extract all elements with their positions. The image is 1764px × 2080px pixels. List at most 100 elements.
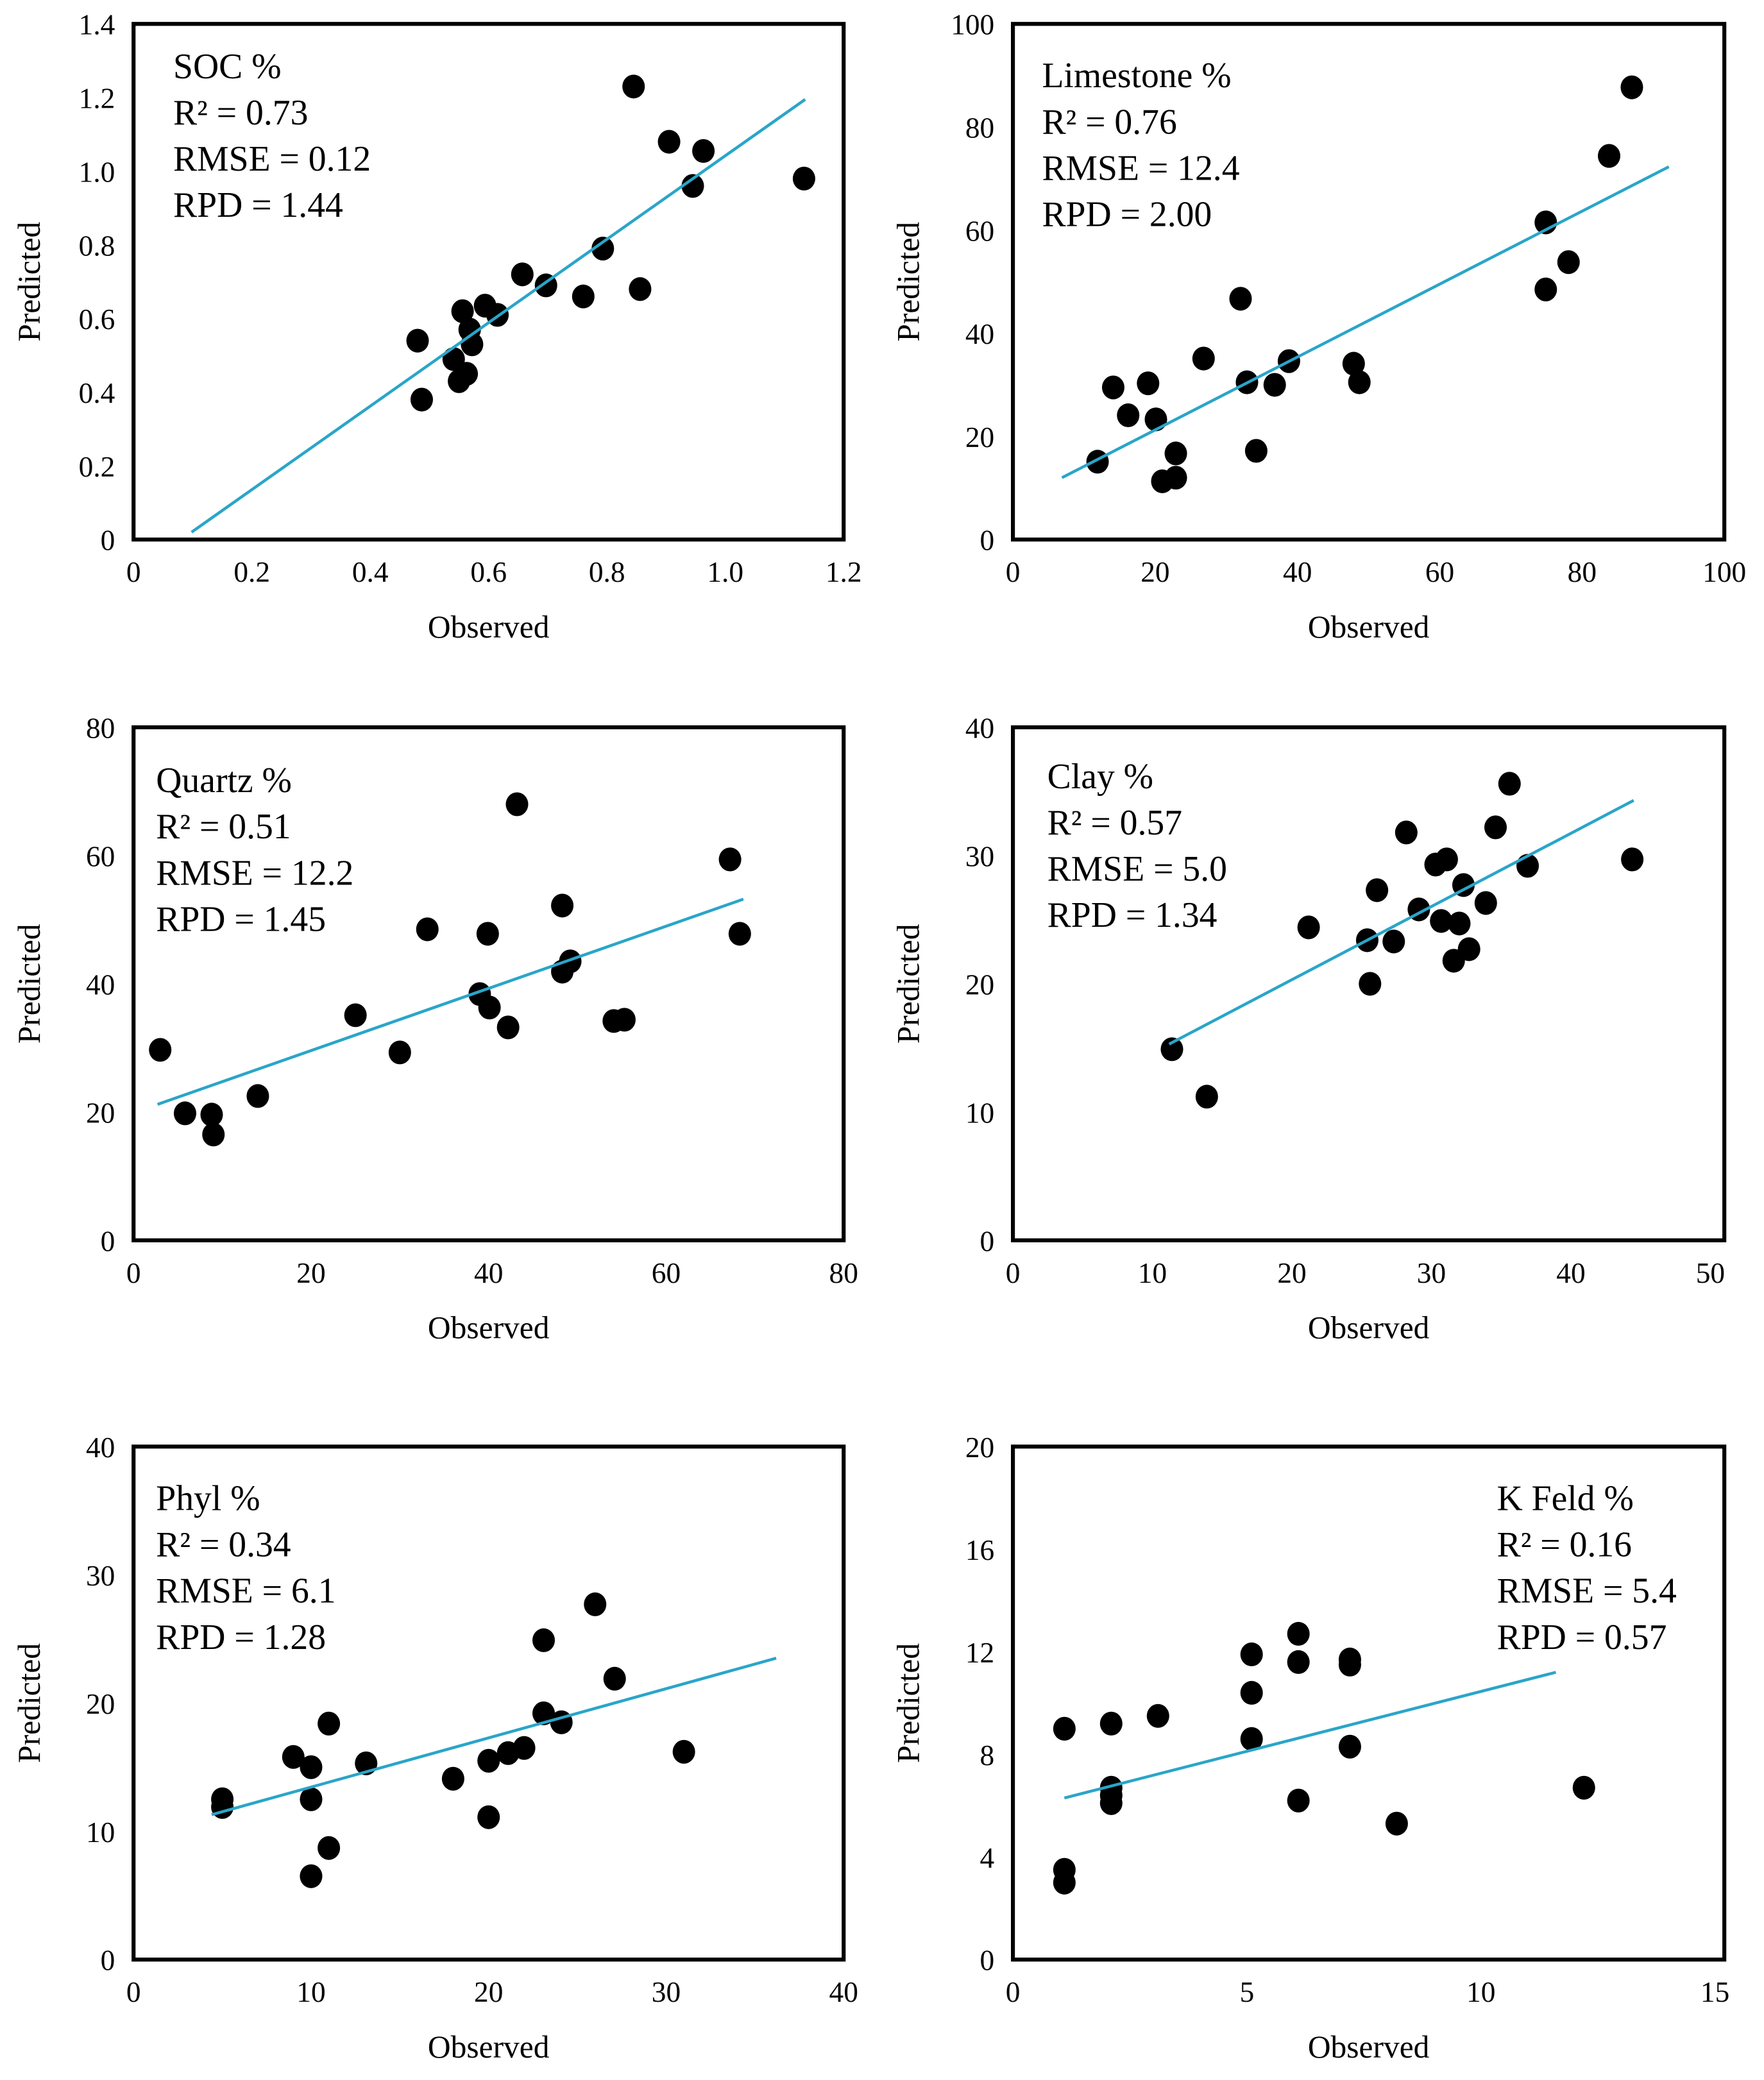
chart-title: Clay % <box>1047 757 1153 797</box>
chart-title: Limestone % <box>1042 56 1231 96</box>
data-point <box>718 847 742 872</box>
y-tick-label: 10 <box>965 1097 994 1129</box>
data-point <box>300 1864 323 1888</box>
y-tick-label: 0.6 <box>79 303 115 335</box>
stat-label: RPD = 0.57 <box>1497 1618 1667 1657</box>
data-point <box>300 1787 323 1811</box>
x-tick-label: 0 <box>1006 1976 1021 2008</box>
data-point <box>344 1003 367 1027</box>
y-axis-label: Predicted <box>891 222 926 342</box>
stat-label: RMSE = 0.12 <box>173 139 371 179</box>
y-tick-label: 1.0 <box>79 156 115 188</box>
data-point <box>1146 1704 1169 1728</box>
stat-label: RMSE = 12.2 <box>156 853 353 893</box>
x-axis-label: Observed <box>428 2029 550 2065</box>
x-tick-label: 40 <box>829 1976 858 2008</box>
y-tick-label: 0 <box>101 1225 115 1257</box>
x-tick-label: 0 <box>126 1257 141 1289</box>
chart-panel-soc: 0 0.2 0.4 0.6 0.8 1.0 1.2 0 0.2 0.4 0.6 0.8 1.0 1.2 1.… <box>12 9 862 645</box>
data-point <box>1164 441 1187 466</box>
data-point <box>318 1711 341 1736</box>
y-tick-label: 40 <box>86 968 115 1001</box>
data-point <box>681 174 704 198</box>
data-point <box>603 1666 626 1691</box>
data-point <box>1192 346 1215 371</box>
data-point <box>388 1040 411 1065</box>
data-point <box>511 262 534 287</box>
data-point <box>1240 1680 1263 1705</box>
chart-title: SOC % <box>173 47 282 87</box>
data-point <box>532 1701 555 1725</box>
data-point <box>613 1008 636 1032</box>
data-point <box>622 74 645 99</box>
data-point <box>1099 1791 1123 1815</box>
data-point <box>532 1628 555 1652</box>
data-point <box>1240 1727 1263 1751</box>
y-tick-label: 16 <box>965 1534 994 1566</box>
y-tick-label: 60 <box>86 840 115 872</box>
x-tick-label: 50 <box>1696 1257 1725 1289</box>
data-point <box>496 1741 520 1765</box>
data-point <box>1240 1642 1263 1666</box>
data-point <box>477 1748 500 1773</box>
y-axis-label: Predicted <box>12 1643 47 1763</box>
y-axis-label: Predicted <box>12 222 47 342</box>
data-point <box>1117 403 1140 428</box>
x-tick-label: 80 <box>1568 556 1597 588</box>
y-tick-label: 0 <box>980 525 995 557</box>
data-point <box>792 166 815 191</box>
data-point <box>505 792 529 816</box>
data-point <box>1053 1870 1076 1895</box>
data-point <box>1348 370 1371 394</box>
data-point <box>1597 144 1621 168</box>
regression-line <box>157 897 744 1106</box>
data-point <box>1151 469 1174 493</box>
x-tick-label: 0.4 <box>352 556 389 588</box>
x-tick-label: 0 <box>1006 1257 1021 1289</box>
y-tick-label: 20 <box>86 1097 115 1129</box>
y-tick-label: 1.2 <box>79 83 115 115</box>
x-tick-label: 10 <box>1138 1257 1167 1289</box>
data-point <box>1229 287 1252 311</box>
data-point <box>1382 929 1405 954</box>
data-point <box>1385 1811 1408 1836</box>
data-point <box>1144 407 1167 432</box>
data-point <box>1099 1711 1123 1736</box>
plot-frame <box>1010 1444 1727 1962</box>
data-point <box>551 893 574 918</box>
stat-label: R² = 0.51 <box>156 807 291 847</box>
data-point <box>1366 878 1389 902</box>
data-point <box>1101 375 1124 400</box>
y-tick-label: 40 <box>965 712 994 744</box>
x-tick-label: 0 <box>1006 556 1021 588</box>
y-tick-label: 80 <box>86 712 115 744</box>
x-tick-label: 0.8 <box>589 556 625 588</box>
x-tick-label: 15 <box>1700 1976 1729 2008</box>
stat-label: RPD = 1.28 <box>156 1618 326 1657</box>
data-point <box>1086 450 1109 474</box>
plot-frame <box>1010 725 1727 1242</box>
data-point <box>629 277 652 301</box>
data-point <box>1244 439 1268 463</box>
data-point <box>1557 250 1580 275</box>
y-tick-label: 0.2 <box>79 451 115 483</box>
data-point <box>451 299 474 323</box>
data-point <box>1195 1085 1218 1109</box>
data-point <box>1287 1650 1310 1674</box>
x-tick-label: 0.6 <box>470 556 507 588</box>
data-point <box>476 922 499 946</box>
x-tick-label: 1.0 <box>707 556 743 588</box>
stat-label: RMSE = 5.0 <box>1047 849 1227 889</box>
y-tick-label: 20 <box>965 421 994 453</box>
data-point <box>672 1739 695 1764</box>
x-tick-label: 60 <box>1425 556 1454 588</box>
stat-label: R² = 0.34 <box>156 1525 291 1565</box>
data-point <box>200 1103 223 1127</box>
data-point <box>1442 949 1465 973</box>
data-point <box>149 1038 172 1062</box>
chart-title: Quartz % <box>156 761 292 800</box>
y-axis-label: Predicted <box>891 1643 926 1763</box>
y-tick-label: 0.8 <box>79 230 115 262</box>
data-point <box>1424 852 1447 877</box>
data-point <box>1342 351 1365 376</box>
